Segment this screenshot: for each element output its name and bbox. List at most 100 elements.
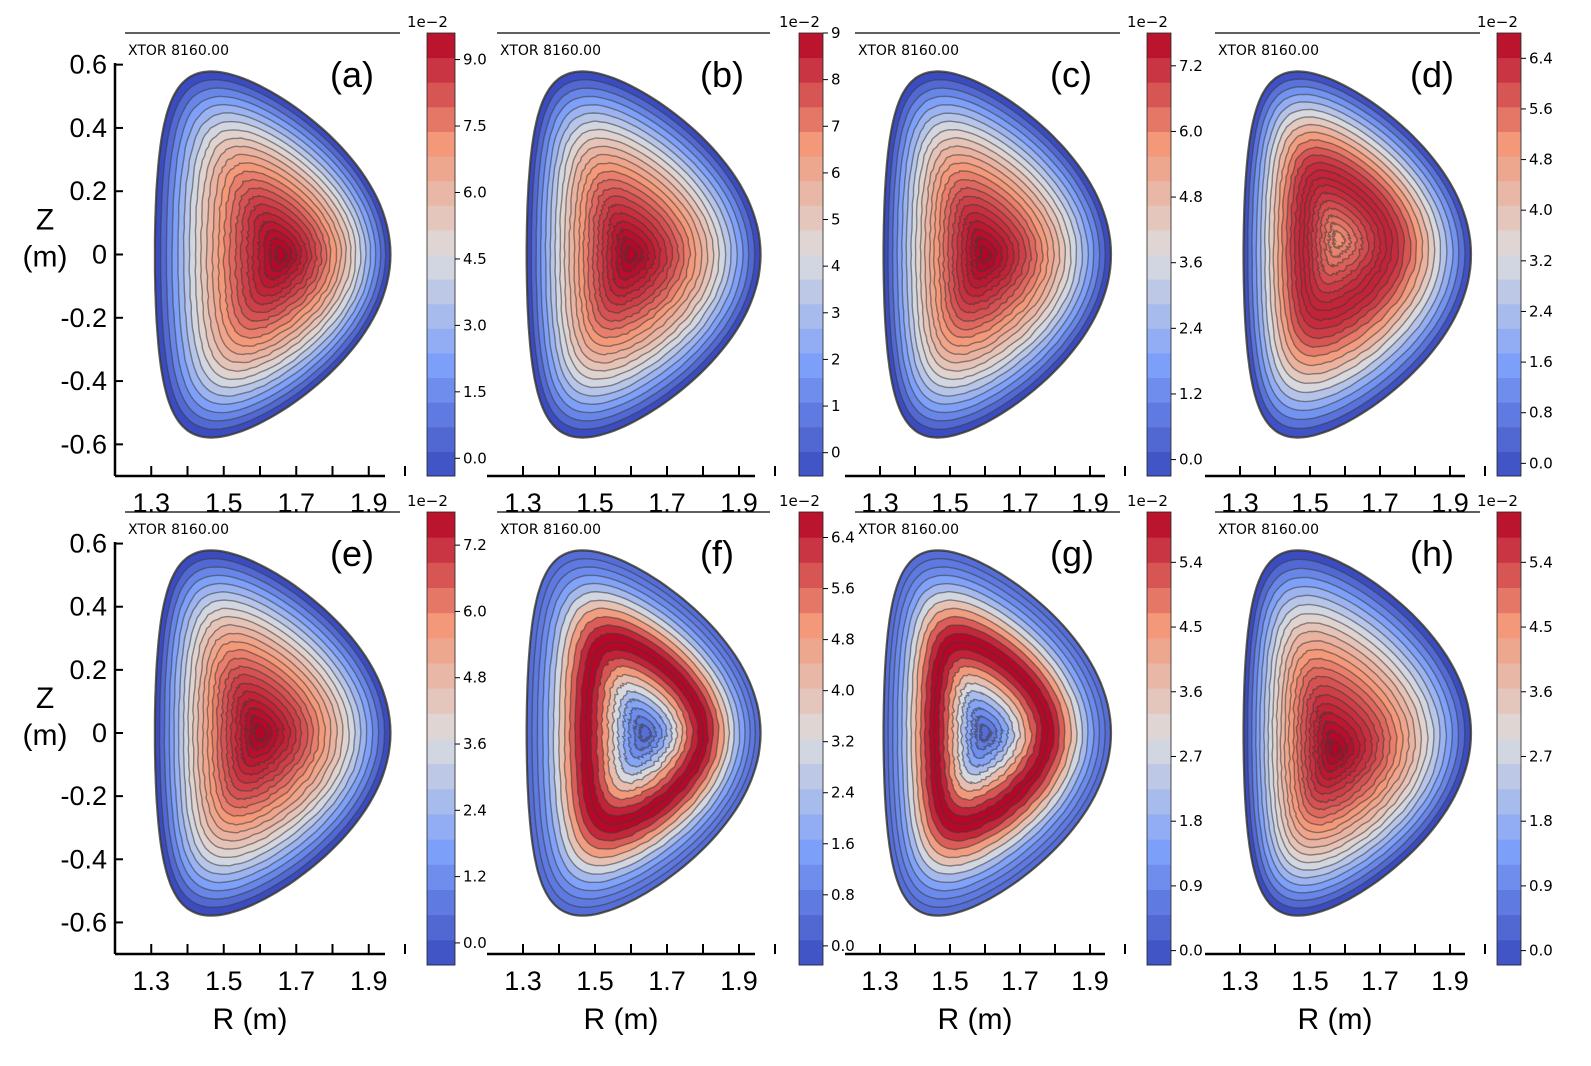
panel-e-ylabel-unit: (m) <box>23 719 68 752</box>
panel-d-colorbar-segment <box>1497 131 1521 157</box>
panel-f-xtick-label: 1.7 <box>648 966 686 996</box>
panel-b-colorbar-segment <box>799 279 823 305</box>
panel-e-ytick-label: 0.6 <box>69 529 107 559</box>
panel-d-colorbar-tick-label: 6.4 <box>1529 49 1553 67</box>
panel-d-xtick-label: 1.7 <box>1361 488 1399 518</box>
panel-f-colorbar-exponent: 1e−2 <box>779 492 820 510</box>
panel-f-colorbar-segment <box>799 663 823 689</box>
panel-e-xtick-label: 1.9 <box>350 966 388 996</box>
panel-c-colorbar-segment <box>1147 180 1171 206</box>
panel-a-ytick-label: 0.2 <box>69 176 107 206</box>
panel-h-colorbar-tick-label: 1.8 <box>1529 812 1553 830</box>
panel-h-label: (h) <box>1410 533 1454 574</box>
panel-h-xtick-label: 1.7 <box>1361 966 1399 996</box>
panel-f-colorbar-tick-label: 5.6 <box>831 580 855 598</box>
panel-a-colorbar-segment <box>427 279 455 305</box>
panel-a-colorbar-segment <box>427 303 455 329</box>
panel-h-colorbar-tick-label: 0.9 <box>1529 877 1553 895</box>
panel-g-colorbar-segment <box>1147 512 1171 538</box>
panel-c-colorbar-segment <box>1147 156 1171 182</box>
panel-h-colorbar-segment <box>1497 713 1521 739</box>
panel-d-colorbar-tick-label: 4.8 <box>1529 151 1553 169</box>
panel-d-colorbar-segment <box>1497 82 1521 108</box>
panel-e-colorbar-segment <box>427 713 455 739</box>
panel-c-colorbar-tick-label: 1.2 <box>1179 385 1203 403</box>
panel-g-xtick-label: 1.7 <box>1001 966 1039 996</box>
panel-b-run-label: XTOR 8160.00 <box>500 43 601 59</box>
panel-g-colorbar-segment <box>1147 688 1171 714</box>
panel-b-contour-band <box>622 244 640 265</box>
panel-b-colorbar-segment <box>799 352 823 379</box>
panel-c: XTOR 8160.00 (c) 1.3 1.5 1.7 1.9 0.0 1.2 2.4 3.6 4… <box>845 13 1203 518</box>
panel-a-label: (a) <box>330 54 374 95</box>
panel-c-colorbar-segment <box>1147 205 1171 231</box>
panel-f-colorbar-segment <box>799 612 823 639</box>
panel-c-xtick-label: 1.7 <box>1001 488 1039 518</box>
panel-b-xtick-label: 1.9 <box>720 488 758 518</box>
panel-a-colorbar-frame <box>426 32 456 477</box>
panel-a-contour-band <box>272 244 290 266</box>
panel-a-ytick-label: 0.4 <box>69 113 107 143</box>
panel-g-colorbar-segment <box>1147 738 1171 765</box>
panel-a-ytick-label: 0.6 <box>69 50 107 80</box>
panel-f-xtick-label: 1.9 <box>720 966 758 996</box>
panel-c-colorbar-segment <box>1147 57 1171 83</box>
panel-e-colorbar-segment <box>427 864 455 890</box>
panel-h-colorbar-segment <box>1497 788 1521 815</box>
panel-g-colorbar-tick-label: 0.9 <box>1179 877 1203 895</box>
panel-c-colorbar-segment <box>1147 377 1171 403</box>
panel-f-xtick-label: 1.5 <box>576 966 614 996</box>
panel-g-colorbar-segment <box>1147 839 1171 865</box>
panel-d-colorbar-tick-label: 5.6 <box>1529 100 1553 118</box>
panel-g-colorbar-segment <box>1147 612 1171 639</box>
panel-g-label: (g) <box>1050 533 1094 574</box>
panel-a-colorbar-segment <box>427 106 455 132</box>
panel-e-ytick-label: -0.6 <box>60 907 107 937</box>
panel-g-colorbar-tick-label: 4.5 <box>1179 618 1203 636</box>
panel-h-colorbar-tick-label: 5.4 <box>1529 553 1553 571</box>
panel-d-contours <box>1243 71 1471 438</box>
panel-e-label: (e) <box>330 533 374 574</box>
panel-f-colorbar-tick-label: 6.4 <box>831 529 855 547</box>
panel-a-colorbar-segment <box>427 33 455 59</box>
panel-f-colorbar-frame <box>798 511 824 966</box>
panel-d-colorbar-segment <box>1497 303 1521 329</box>
panel-g-xtick-label: 1.3 <box>861 966 899 996</box>
panel-b-colorbar-tick-label: 2 <box>831 350 841 368</box>
panel-c-colorbar-segment <box>1147 279 1171 305</box>
panel-f-colorbar-segment <box>799 738 823 765</box>
panel-g-colorbar-segment <box>1147 864 1171 890</box>
panel-a-boundary <box>153 70 392 439</box>
panel-b-colorbar-segment <box>799 82 823 108</box>
panel-b-colorbar-segment <box>799 205 823 231</box>
panel-d-colorbar-tick-label: 3.2 <box>1529 252 1553 270</box>
panel-h-colorbar: 0.0 0.9 1.8 2.7 3.6 4.5 5.4 1e−2 <box>1477 492 1553 966</box>
panel-d-colorbar-segment <box>1497 33 1521 59</box>
panel-h-xtick-label: 1.5 <box>1291 966 1329 996</box>
panel-d-label: (d) <box>1410 54 1454 95</box>
panel-f-colorbar-segment <box>799 562 823 588</box>
panel-b-colorbar-segment <box>799 451 823 477</box>
panel-e-colorbar-segment <box>427 637 455 664</box>
panel-d-colorbar-segment <box>1497 451 1521 477</box>
panel-d-xtick-label: 1.9 <box>1431 488 1469 518</box>
panel-c-colorbar-tick-label: 3.6 <box>1179 254 1203 272</box>
panel-a-colorbar-segment <box>427 82 455 108</box>
panel-e-boundary <box>153 549 392 917</box>
panel-d-boundary <box>1242 70 1473 439</box>
panel-h-colorbar-segment <box>1497 612 1521 639</box>
panel-c-contours <box>883 71 1111 438</box>
panel-e-colorbar-segment <box>427 663 455 689</box>
panel-c-colorbar-segment <box>1147 82 1171 108</box>
panel-h: XTOR 8160.00 (h) 1.3 1.5 1.7 1.9 R (m) 0.0 0.9 1.… <box>1205 492 1553 1036</box>
panel-g-colorbar-segment <box>1147 914 1171 941</box>
panel-a-ytick-label: -0.2 <box>60 303 107 333</box>
panel-e-colorbar-segment <box>427 763 455 790</box>
panel-d-colorbar-tick-label: 0.0 <box>1529 454 1553 472</box>
panel-b-colorbar-segment <box>799 106 823 132</box>
panel-a-colorbar-segment <box>427 229 455 255</box>
panel-g-xtick-label: 1.5 <box>931 966 969 996</box>
panel-e-colorbar-segment <box>427 839 455 865</box>
panel-e-contours <box>154 550 391 916</box>
panel-b-colorbar-segment <box>799 402 823 428</box>
